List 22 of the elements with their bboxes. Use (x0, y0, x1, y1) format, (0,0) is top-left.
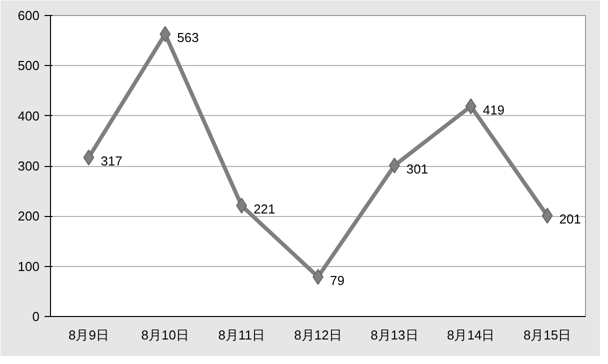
data-label: 201 (559, 212, 581, 227)
y-tick-label: 200 (18, 208, 40, 224)
y-tick-label: 400 (18, 108, 40, 124)
data-label: 301 (406, 162, 428, 176)
x-tick-label: 8月12日 (294, 328, 342, 342)
x-tick-label: 8月15日 (523, 328, 572, 342)
x-tick-label: 8月13日 (370, 328, 418, 342)
y-tick-label: 0 (32, 309, 40, 324)
y-tick-label: 100 (18, 258, 40, 274)
x-tick-label: 8月14日 (447, 328, 495, 342)
point (388, 158, 400, 174)
data-label: 563 (177, 30, 199, 46)
y-tick-label: 600 (18, 8, 40, 23)
x-tick-label: 8月9日 (68, 328, 109, 342)
x-tick-label: 8月10日 (141, 328, 189, 342)
y-tick-label: 300 (18, 158, 40, 174)
data-label: 221 (254, 202, 276, 217)
data-label: 79 (330, 272, 344, 288)
y-tick-label: 500 (18, 58, 40, 74)
data-label: 317 (100, 153, 122, 168)
x-tick-label: 8月11日 (218, 328, 265, 342)
data-label: 419 (482, 102, 505, 118)
